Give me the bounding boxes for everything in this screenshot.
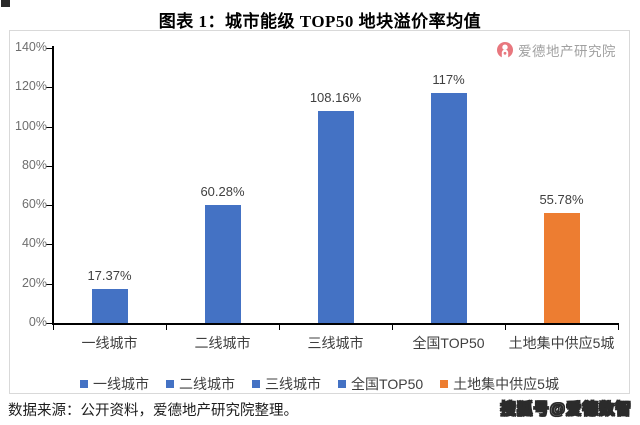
plot-area: 0% 20% 40% 60% 80% 100% 120% 140% 17.37% 一线城市 60.2… — [10, 31, 629, 393]
y-axis-tick — [46, 283, 52, 285]
legend-item: 全国TOP50 — [338, 374, 423, 394]
y-axis-tick-label: 100% — [15, 118, 47, 133]
legend-swatch — [80, 380, 89, 388]
y-axis-tick-label: 0% — [28, 315, 47, 329]
y-axis-line — [52, 46, 54, 325]
bar-value-label: 17.37% — [87, 267, 132, 283]
legend-swatch — [440, 380, 449, 388]
x-axis-category-label: 一线城市 — [81, 335, 138, 351]
legend-swatch — [252, 380, 261, 388]
y-axis-tick — [46, 323, 52, 324]
y-axis-tick — [46, 244, 52, 246]
legend-label: 二线城市 — [179, 376, 236, 392]
bar-value-label: 117% — [432, 72, 465, 88]
person-circle-icon — [497, 42, 513, 58]
chart-box: 爱德地产研究院 0% 20% 40% 60% 80% 100% 120% 140% 17.37%… — [9, 30, 630, 394]
bar-一线城市 — [91, 288, 128, 323]
chart-title: 图表 1：城市能级 TOP50 地块溢价率均值 — [158, 12, 482, 31]
x-axis-line — [52, 323, 619, 325]
x-axis-tick — [392, 325, 393, 330]
y-axis-tick — [46, 205, 52, 207]
x-axis-category-label: 三线城市 — [307, 335, 364, 351]
bar-value-label: 55.78% — [539, 192, 584, 208]
y-axis-tick — [46, 87, 52, 89]
legend-item: 二线城市 — [166, 374, 235, 394]
x-axis-category-label: 土地集中供应5城 — [508, 335, 615, 351]
bar-value-label: 60.28% — [200, 183, 245, 199]
legend-swatch — [338, 380, 347, 388]
bar-三线城市 — [317, 110, 354, 323]
y-axis-tick-label: 80% — [21, 157, 47, 172]
brand-logo: 爱德地产研究院 — [497, 40, 616, 60]
bar-二线城市 — [204, 204, 241, 323]
x-axis-category-label: 二线城市 — [194, 335, 251, 351]
x-axis-category-label: 全国TOP50 — [412, 335, 485, 351]
bar-土地集中供应5城 — [543, 213, 580, 323]
y-axis-tick — [46, 165, 52, 167]
y-axis-tick — [46, 48, 52, 49]
y-axis-tick-label: 20% — [21, 275, 47, 290]
y-axis-tick-label: 120% — [15, 79, 47, 94]
y-axis-tick-label: 60% — [21, 197, 47, 212]
legend-item: 一线城市 — [80, 374, 149, 394]
brand-logo-text: 爱德地产研究院 — [518, 44, 616, 59]
x-axis-tick — [166, 325, 167, 330]
legend-item: 土地集中供应5城 — [440, 374, 559, 394]
y-axis-tick-label: 40% — [21, 236, 47, 251]
legend-label: 全国TOP50 — [351, 376, 424, 392]
y-axis-tick-label: 140% — [15, 40, 47, 54]
legend-label: 三线城市 — [265, 376, 322, 392]
legend-swatch — [166, 380, 175, 388]
x-axis-tick — [53, 325, 54, 330]
footer: 数据来源：公开资料，爱德地产研究院整理。 搜狐号@爱德数智 — [0, 396, 640, 425]
corner-artifact — [1, 0, 10, 7]
legend-label: 土地集中供应5城 — [453, 376, 559, 392]
legend-item: 三线城市 — [252, 374, 321, 394]
x-axis-tick — [618, 325, 619, 330]
legend: 一线城市 二线城市 三线城市 全国TOP50 土地集中供应5城 — [10, 374, 629, 394]
y-axis-tick — [46, 126, 52, 128]
bar-value-label: 108.16% — [309, 89, 362, 105]
data-source-text: 数据来源：公开资料，爱德地产研究院整理。 — [8, 403, 298, 419]
legend-label: 一线城市 — [93, 376, 150, 392]
bar-全国TOP50 — [430, 93, 467, 323]
x-axis-tick — [279, 325, 280, 330]
x-axis-tick — [505, 325, 506, 330]
watermark: 搜狐号@爱德数智 — [500, 401, 632, 419]
